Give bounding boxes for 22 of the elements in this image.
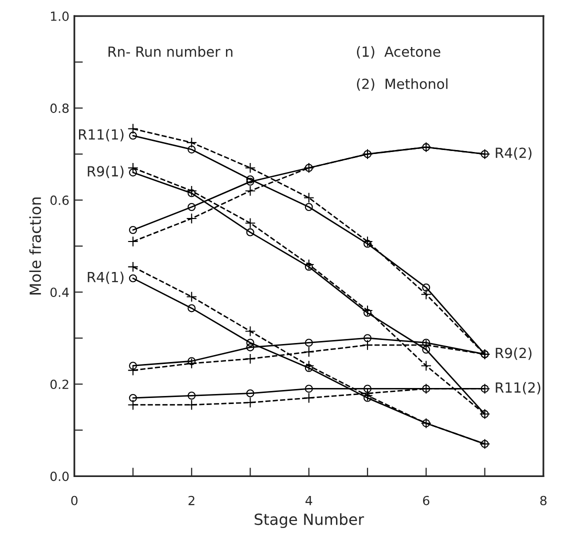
annotation: Rn- Run number n	[108, 46, 232, 57]
annotation: (2) Methonol	[356, 78, 448, 91]
series-label: R11(2)	[496, 382, 540, 394]
series-label: R4(1)	[88, 272, 124, 284]
x-tick-label: 8	[540, 496, 547, 506]
x-axis-title: Stage Number	[254, 513, 364, 528]
annotation: (1) Acetone	[356, 46, 440, 59]
y-tick-label: 0.2	[50, 380, 68, 390]
x-tick-label: 0	[71, 496, 78, 506]
series-label: R4(2)	[496, 147, 532, 160]
x-tick-label: 2	[188, 496, 194, 506]
series-label: R9(2)	[496, 348, 532, 360]
x-tick-label: 6	[423, 496, 430, 506]
series-label: R11(1)	[79, 128, 124, 142]
series-label: R9(1)	[88, 166, 124, 178]
y-tick-label: 0.6	[50, 196, 69, 206]
y-tick-label: 1.0	[50, 12, 69, 21]
x-tick-label: 4	[306, 496, 312, 506]
y-axis-title: Mole fraction	[29, 198, 42, 294]
y-tick-label: 0.8	[50, 104, 69, 113]
y-tick-label: 0.4	[50, 288, 69, 298]
y-tick-label: 0.0	[50, 472, 69, 482]
